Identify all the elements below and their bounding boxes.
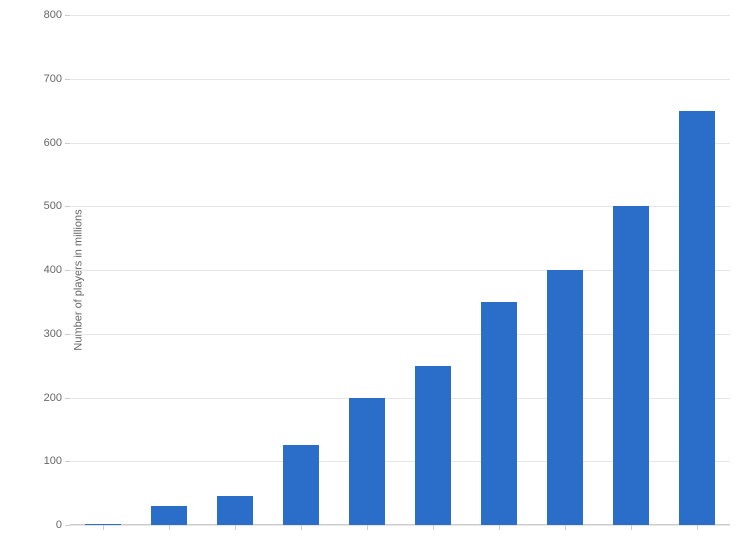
y-tick-mark (65, 270, 70, 271)
x-tick-mark (103, 525, 104, 530)
y-tick-label: 200 (44, 392, 62, 404)
bar (217, 496, 253, 525)
y-tick-mark (65, 461, 70, 462)
bar (151, 506, 187, 525)
x-tick-mark (235, 525, 236, 530)
y-tick-mark (65, 79, 70, 80)
bar (415, 366, 451, 525)
x-tick-mark (565, 525, 566, 530)
y-tick-mark (65, 525, 70, 526)
grid-line (70, 143, 730, 144)
x-tick-mark (433, 525, 434, 530)
bar (283, 445, 319, 525)
bar (349, 398, 385, 526)
plot-area: 0100200300400500600700800 (70, 15, 730, 525)
bar (481, 302, 517, 525)
x-tick-mark (631, 525, 632, 530)
y-tick-mark (65, 143, 70, 144)
y-tick-label: 600 (44, 137, 62, 149)
y-tick-label: 100 (44, 455, 62, 467)
x-tick-mark (499, 525, 500, 530)
y-tick-mark (65, 398, 70, 399)
bar (613, 206, 649, 525)
y-tick-mark (65, 15, 70, 16)
y-tick-label: 300 (44, 328, 62, 340)
grid-line (70, 15, 730, 16)
y-tick-label: 0 (56, 519, 62, 531)
y-tick-label: 500 (44, 200, 62, 212)
x-tick-mark (301, 525, 302, 530)
x-tick-mark (169, 525, 170, 530)
y-tick-mark (65, 206, 70, 207)
x-tick-mark (367, 525, 368, 530)
bar-chart: Number of players in millions 0100200300… (0, 0, 754, 560)
y-tick-label: 700 (44, 73, 62, 85)
y-tick-mark (65, 334, 70, 335)
y-tick-label: 400 (44, 264, 62, 276)
x-tick-mark (697, 525, 698, 530)
bar (679, 111, 715, 525)
y-tick-label: 800 (44, 9, 62, 21)
grid-line (70, 79, 730, 80)
bar (547, 270, 583, 525)
